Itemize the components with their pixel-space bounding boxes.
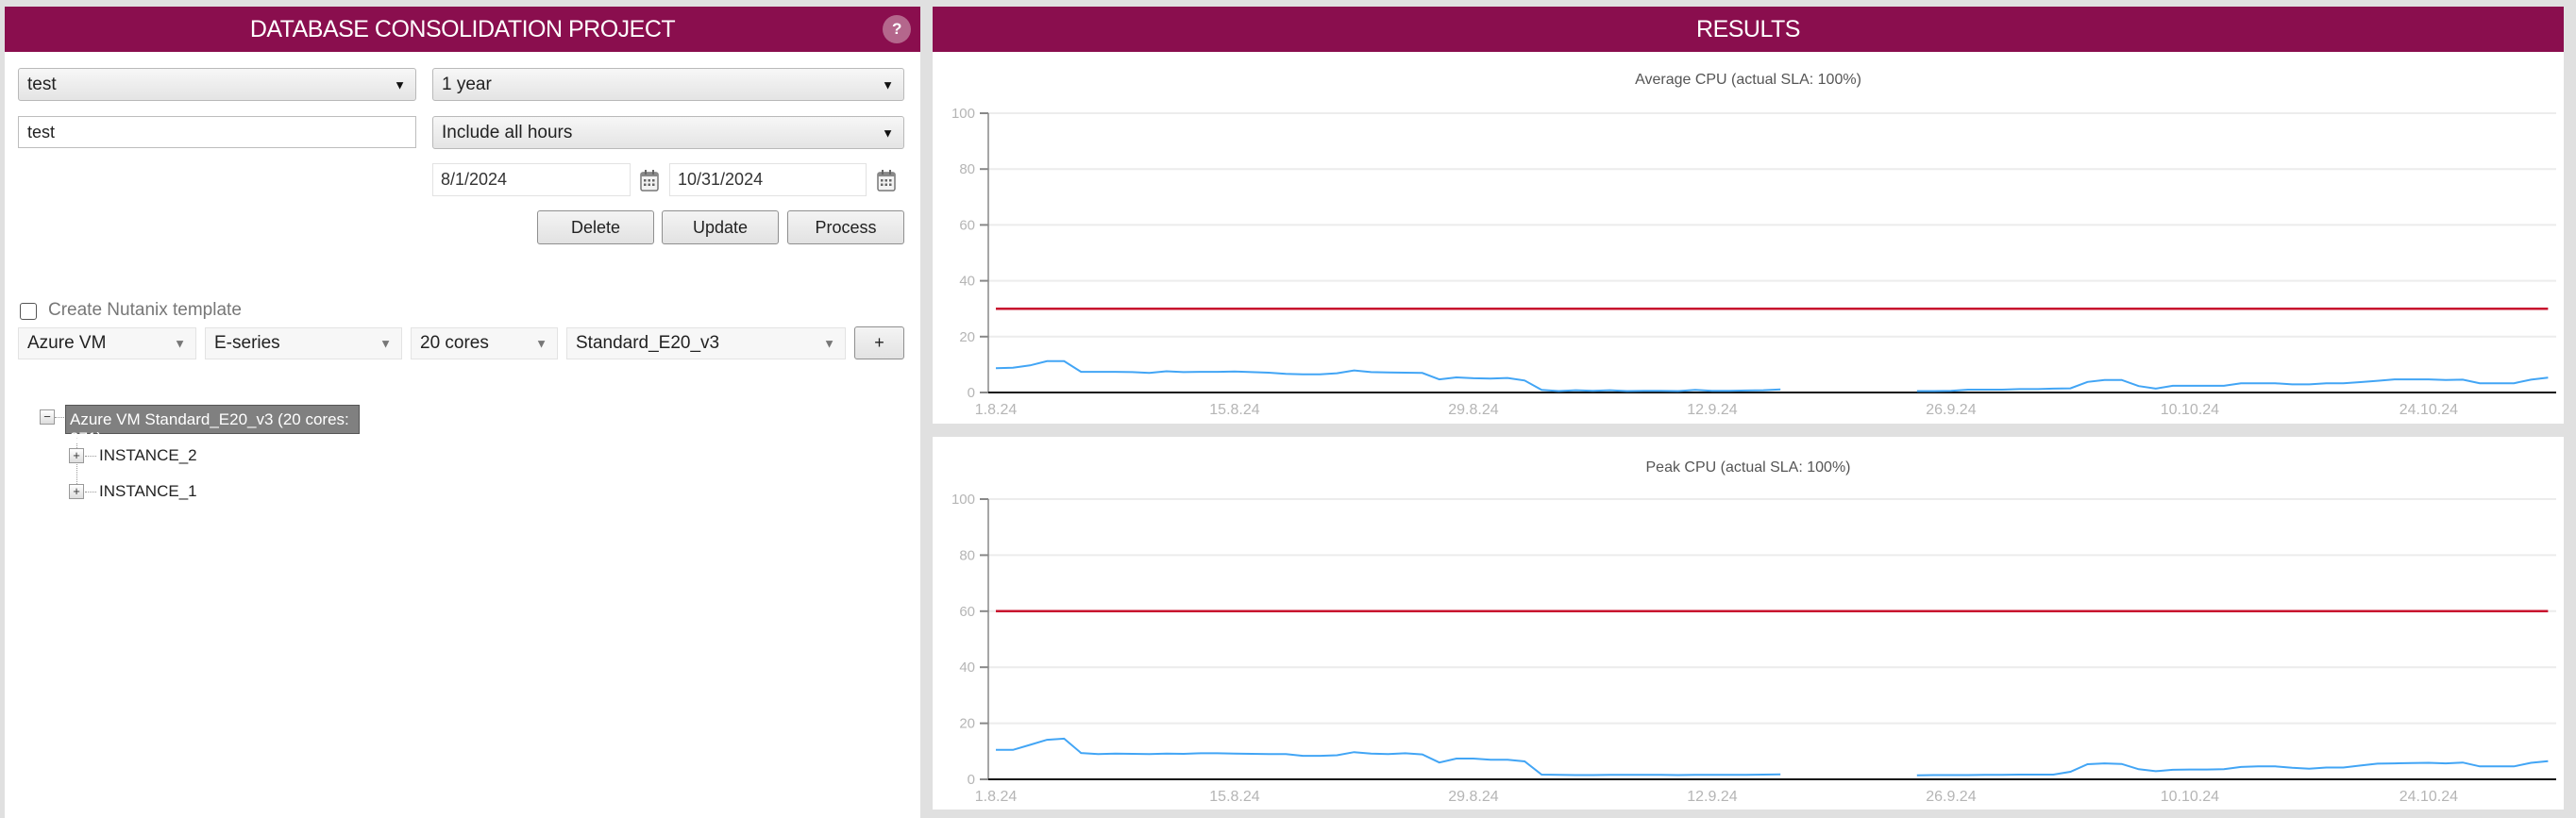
page-title: DATABASE CONSOLIDATION PROJECT [249, 15, 676, 42]
x-tick-label: 29.8.24 [1448, 402, 1498, 418]
cpu-series-line [1916, 760, 2549, 776]
tree-node-root[interactable]: Azure VM Standard_E20_v3 (20 cores: 371) [65, 405, 360, 447]
project-header: DATABASE CONSOLIDATION PROJECT ? [5, 7, 920, 52]
y-tick-label: 100 [951, 492, 975, 508]
delete-button[interactable]: Delete [537, 210, 654, 244]
platform-select-value: Azure VM [27, 333, 107, 353]
cpu-series-line [995, 359, 1781, 392]
cpu-series-line [996, 737, 1781, 776]
dropdown-arrow-icon: ▼ [535, 336, 547, 351]
x-tick-label: 10.10.24 [2161, 402, 2219, 418]
chart-title: Peak CPU (actual SLA: 100%) [1645, 459, 1851, 476]
expand-icon[interactable]: + [69, 448, 84, 463]
cpu-series-line [1916, 376, 2549, 392]
series-select-value: E-series [214, 333, 280, 353]
dropdown-arrow-icon: ▼ [823, 336, 835, 351]
help-button[interactable]: ? [883, 15, 911, 43]
series-select[interactable]: E-series ▼ [205, 327, 402, 359]
tree-connector [85, 456, 96, 457]
dropdown-arrow-icon: ▼ [882, 125, 894, 140]
x-tick-label: 15.8.24 [1209, 789, 1259, 805]
cores-select-value: 20 cores [420, 333, 489, 353]
dropdown-arrow-icon: ▼ [394, 77, 406, 92]
results-header: RESULTS [933, 7, 2564, 52]
x-tick-label: 24.10.24 [2399, 789, 2458, 805]
y-tick-label: 40 [959, 274, 975, 290]
y-tick-label: 20 [959, 329, 975, 345]
name-input-value: test [27, 122, 56, 142]
x-tick-label: 15.8.24 [1209, 402, 1259, 418]
x-tick-label: 1.8.24 [975, 789, 1018, 805]
y-tick-label: 80 [959, 161, 975, 177]
y-tick-label: 0 [968, 772, 975, 788]
tree-node-instance[interactable]: INSTANCE_2 [99, 446, 197, 464]
x-tick-label: 12.9.24 [1687, 789, 1737, 805]
hours-select[interactable]: Include all hours ▼ [432, 116, 904, 149]
update-button[interactable]: Update [662, 210, 779, 244]
period-select[interactable]: 1 year ▼ [432, 68, 904, 101]
peak-cpu-chart: Peak CPU (actual SLA: 100%) 0 20 40 60 80 100… [933, 437, 2564, 810]
date-to-value: 10/31/2024 [678, 170, 764, 189]
x-tick-label: 10.10.24 [2161, 789, 2219, 805]
date-from-input[interactable]: 8/1/2024 [432, 163, 631, 196]
x-tick-label: 1.8.24 [975, 402, 1018, 418]
process-button[interactable]: Process [787, 210, 904, 244]
add-button[interactable]: + [854, 326, 904, 359]
nutanix-checkbox-label[interactable]: Create Nutanix template [48, 300, 242, 320]
calendar-icon[interactable] [640, 169, 659, 192]
dropdown-arrow-icon: ▼ [882, 77, 894, 92]
period-select-value: 1 year [442, 74, 492, 94]
name-input[interactable]: test [18, 116, 416, 148]
x-tick-label: 12.9.24 [1687, 402, 1737, 418]
peak-cpu-plot: 0 20 40 60 80 100 1.8.24 15.8.24 29.8.24 12.9.24 2… [951, 492, 2556, 805]
average-cpu-chart: Average CPU (actual SLA: 100%) 0 20 40 60 80… [933, 52, 2564, 424]
collapse-icon[interactable]: − [40, 409, 55, 425]
y-tick-label: 40 [959, 659, 975, 676]
date-to-input[interactable]: 10/31/2024 [669, 163, 867, 196]
y-tick-label: 100 [951, 106, 975, 122]
x-tick-label: 26.9.24 [1926, 402, 1976, 418]
project-select[interactable]: test ▼ [18, 68, 416, 101]
dropdown-arrow-icon: ▼ [379, 336, 392, 351]
chart-title: Average CPU (actual SLA: 100%) [1635, 72, 1861, 88]
expand-icon[interactable]: + [69, 484, 84, 499]
x-tick-label: 29.8.24 [1448, 789, 1498, 805]
y-tick-label: 0 [968, 385, 975, 401]
tree-node-instance[interactable]: INSTANCE_1 [99, 482, 197, 500]
y-tick-label: 20 [959, 716, 975, 732]
size-select[interactable]: Standard_E20_v3 ▼ [566, 327, 846, 359]
tree-connector [55, 417, 64, 418]
y-tick-label: 80 [959, 547, 975, 563]
hours-select-value: Include all hours [442, 122, 573, 142]
dropdown-arrow-icon: ▼ [174, 336, 186, 351]
y-tick-label: 60 [959, 217, 975, 233]
cores-select[interactable]: 20 cores ▼ [411, 327, 558, 359]
average-cpu-plot: 0 20 40 60 80 100 1.8.24 15.8.24 29.8.24 12.9.24 2… [951, 106, 2556, 418]
nutanix-checkbox[interactable] [20, 303, 37, 320]
platform-select[interactable]: Azure VM ▼ [18, 327, 196, 359]
date-from-value: 8/1/2024 [441, 170, 508, 189]
calendar-icon[interactable] [877, 169, 896, 192]
y-tick-label: 60 [959, 604, 975, 620]
x-tick-label: 24.10.24 [2399, 402, 2458, 418]
size-select-value: Standard_E20_v3 [576, 333, 720, 353]
results-title: RESULTS [1696, 15, 1800, 42]
x-tick-label: 26.9.24 [1926, 789, 1976, 805]
project-select-value: test [27, 74, 57, 94]
